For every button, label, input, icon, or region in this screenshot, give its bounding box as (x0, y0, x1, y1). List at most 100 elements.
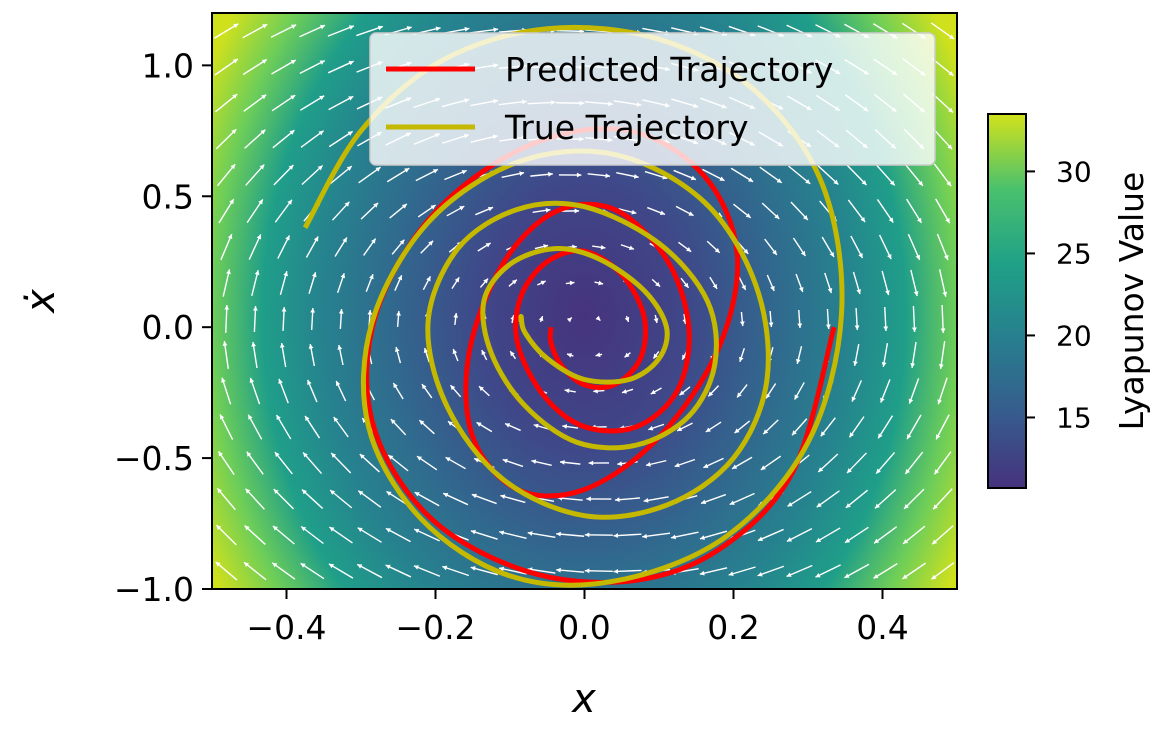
vector-arrow-shaft (242, 23, 268, 39)
x-tick-label: −0.2 (395, 608, 475, 647)
vector-arrow-head (566, 317, 572, 323)
vector-arrow-head (413, 565, 419, 570)
vector-arrow-shaft (904, 451, 924, 475)
vector-arrow-shaft (699, 530, 728, 540)
true-trajectory-line (302, 24, 845, 588)
vector-arrow-head (653, 318, 659, 323)
vector-arrow-head (406, 26, 412, 31)
colorbar-scale (987, 113, 1027, 489)
vector-arrow-shaft (300, 562, 325, 580)
vector-arrow-head (918, 180, 923, 186)
vector-arrow-shaft (470, 566, 498, 576)
x-tick-label: −0.4 (246, 608, 326, 647)
vector-arrow-head (216, 525, 222, 531)
vector-arrow-shaft (356, 563, 383, 579)
vector-arrow-head (232, 94, 238, 99)
vector-arrow-shaft (556, 569, 585, 573)
vector-arrow-head (371, 238, 376, 244)
colorbar-tick-label: 20 (1056, 319, 1092, 352)
x-axis: −0.4 −0.2 0.0 0.2 0.4 (246, 589, 909, 647)
vector-arrow-head (827, 288, 833, 294)
vector-arrow-head (942, 291, 948, 297)
vector-arrow-shaft (247, 414, 263, 440)
colorbar-tick-label: 15 (1056, 401, 1092, 434)
vector-arrow-head (258, 199, 263, 205)
vector-arrow-head (948, 107, 953, 113)
vector-arrow-head (281, 307, 287, 312)
vector-arrow-head (483, 278, 489, 284)
vector-arrow-head (768, 322, 774, 328)
vector-arrow-head (500, 494, 506, 500)
vector-arrow-shaft (875, 164, 896, 186)
vector-arrow-head (613, 569, 619, 574)
vector-arrow-shaft (242, 58, 268, 76)
vector-arrow-head (816, 502, 822, 508)
vector-arrow-head (826, 324, 831, 329)
vector-arrow-head (745, 213, 751, 218)
vector-arrow-head (357, 527, 363, 533)
vector-arrow-shaft (275, 414, 292, 440)
vector-arrow-head (605, 173, 611, 179)
vector-arrow-shaft (327, 25, 355, 37)
y-tick-label: 1.0 (142, 46, 194, 85)
vector-arrow-head (342, 237, 347, 243)
vector-arrow-head (659, 210, 665, 216)
vector-arrow-head (743, 248, 749, 254)
y-tick-label: −1.0 (114, 570, 194, 609)
vector-arrow-shaft (757, 565, 785, 577)
vector-arrow-shaft (328, 130, 354, 148)
vector-arrow-head (945, 218, 950, 224)
vector-arrow-shaft (244, 525, 266, 545)
vector-arrow-shaft (584, 29, 613, 33)
vector-arrow-head (936, 434, 941, 440)
vector-arrow-head (335, 380, 341, 387)
vector-arrow-shaft (642, 532, 671, 538)
vector-arrow-shaft (274, 451, 293, 475)
vector-arrow-head (385, 528, 392, 533)
vector-arrow-head (719, 176, 725, 181)
vector-arrow-shaft (216, 163, 236, 187)
vector-arrow-shaft (933, 163, 952, 187)
vector-arrow-head (757, 536, 763, 541)
vector-arrow-shaft (584, 570, 613, 572)
vector-arrow-head (854, 325, 860, 330)
vector-arrow-head (307, 379, 312, 386)
vector-arrow-head (845, 538, 851, 543)
vector-arrow-head (502, 458, 508, 464)
vector-arrow-shaft (300, 525, 324, 545)
vector-arrow-shaft (670, 531, 699, 539)
vector-arrow-head (800, 250, 806, 256)
vector-arrow-head (318, 130, 324, 136)
vector-arrow-shaft (816, 490, 840, 508)
vector-arrow-head (624, 316, 630, 322)
vector-arrow-shaft (225, 305, 228, 333)
vector-arrow-shaft (728, 566, 756, 576)
vector-arrow-head (729, 500, 735, 505)
vector-arrow-head (493, 27, 499, 33)
vector-arrow-head (261, 94, 267, 100)
vector-arrow-shaft (357, 527, 382, 543)
vector-arrow-shaft (875, 451, 896, 475)
vector-arrow-head (432, 169, 438, 174)
vector-arrow-shaft (902, 525, 926, 545)
vector-arrow-head (319, 24, 326, 30)
vector-arrow-head (454, 277, 460, 283)
vector-arrow-shaft (248, 234, 262, 260)
vector-arrow-head (377, 25, 383, 31)
vector-arrow-head (301, 489, 307, 495)
vector-arrow-head (291, 24, 297, 29)
vector-arrow-head (940, 328, 946, 333)
vector-arrow-head (330, 490, 336, 495)
vector-arrow-head (908, 398, 914, 404)
vector-arrow-head (426, 276, 431, 282)
vector-arrow-head (499, 566, 505, 572)
vector-arrow-head (820, 431, 826, 437)
vector-arrow-shaft (786, 564, 813, 578)
vector-arrow-head (765, 393, 771, 399)
vector-arrow-shaft (527, 532, 556, 538)
x-tick-label: 0.0 (558, 608, 610, 647)
vector-arrow-head (511, 279, 517, 285)
legend-true-label: True Trajectory (504, 108, 749, 147)
vector-arrow-head (917, 217, 922, 223)
colorbar: 15 20 25 30 Lyapunov Value (987, 113, 1151, 489)
